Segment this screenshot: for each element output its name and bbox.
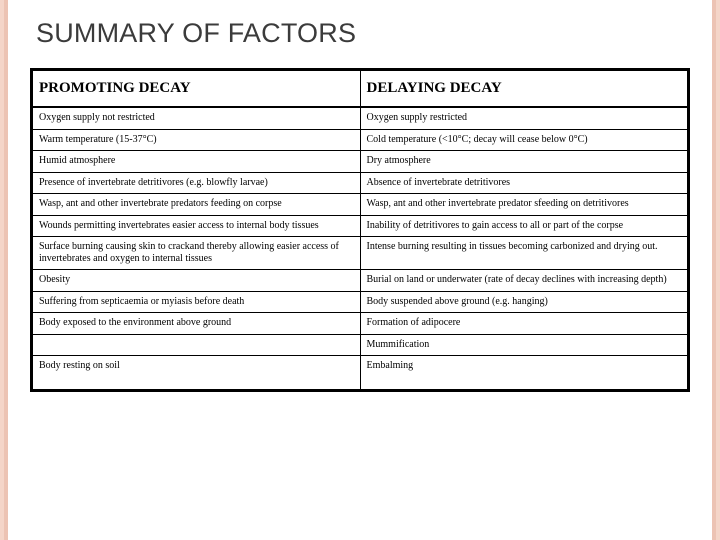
table-row: Obesity Burial on land or underwater (ra… — [33, 270, 688, 292]
cell-delaying: Burial on land or underwater (rate of de… — [360, 270, 688, 292]
cell-promoting — [33, 334, 361, 356]
factors-table-container: PROMOTING DECAY DELAYING DECAY Oxygen su… — [30, 68, 690, 392]
table-row: Mummification — [33, 334, 688, 356]
table-row: Surface burning causing skin to crackand… — [33, 237, 688, 270]
cell-delaying: Absence of invertebrate detritivores — [360, 172, 688, 194]
table-row: Body resting on soil Embalming — [33, 356, 688, 390]
cell-promoting: Suffering from septicaemia or myiasis be… — [33, 291, 361, 313]
factors-table: PROMOTING DECAY DELAYING DECAY Oxygen su… — [32, 70, 688, 390]
cell-delaying: Inability of detritivores to gain access… — [360, 215, 688, 237]
cell-promoting: Body resting on soil — [33, 356, 361, 390]
cell-delaying: Wasp, ant and other invertebrate predato… — [360, 194, 688, 216]
table-row: Suffering from septicaemia or myiasis be… — [33, 291, 688, 313]
cell-delaying: Body suspended above ground (e.g. hangin… — [360, 291, 688, 313]
table-header-row: PROMOTING DECAY DELAYING DECAY — [33, 71, 688, 108]
table-row: Wounds permitting invertebrates easier a… — [33, 215, 688, 237]
cell-delaying: Intense burning resulting in tissues bec… — [360, 237, 688, 270]
table-row: Presence of invertebrate detritivores (e… — [33, 172, 688, 194]
cell-promoting: Surface burning causing skin to crackand… — [33, 237, 361, 270]
cell-promoting: Wasp, ant and other invertebrate predato… — [33, 194, 361, 216]
cell-delaying: Oxygen supply restricted — [360, 107, 688, 129]
table-row: Body exposed to the environment above gr… — [33, 313, 688, 335]
cell-delaying: Mummification — [360, 334, 688, 356]
cell-delaying: Cold temperature (<10°C; decay will ceas… — [360, 129, 688, 151]
cell-promoting: Warm temperature (15-37°C) — [33, 129, 361, 151]
cell-promoting: Humid atmosphere — [33, 151, 361, 173]
cell-delaying: Embalming — [360, 356, 688, 390]
header-promoting: PROMOTING DECAY — [33, 71, 361, 108]
table-row: Wasp, ant and other invertebrate predato… — [33, 194, 688, 216]
cell-promoting: Body exposed to the environment above gr… — [33, 313, 361, 335]
table-row: Warm temperature (15-37°C) Cold temperat… — [33, 129, 688, 151]
left-accent-stripe — [0, 0, 8, 540]
cell-delaying: Formation of adipocere — [360, 313, 688, 335]
table-row: Oxygen supply not restricted Oxygen supp… — [33, 107, 688, 129]
cell-promoting: Obesity — [33, 270, 361, 292]
cell-promoting: Presence of invertebrate detritivores (e… — [33, 172, 361, 194]
cell-promoting: Oxygen supply not restricted — [33, 107, 361, 129]
header-delaying: DELAYING DECAY — [360, 71, 688, 108]
page-title: SUMMARY OF FACTORS — [36, 18, 356, 49]
cell-promoting: Wounds permitting invertebrates easier a… — [33, 215, 361, 237]
cell-delaying: Dry atmosphere — [360, 151, 688, 173]
right-accent-stripe — [712, 0, 720, 540]
table-row: Humid atmosphere Dry atmosphere — [33, 151, 688, 173]
